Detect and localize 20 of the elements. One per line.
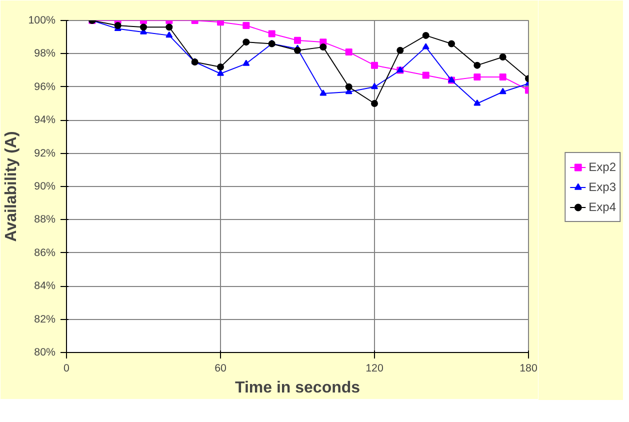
y-tick-label: 82% — [34, 313, 56, 326]
y-tick-label: 98% — [34, 48, 56, 60]
legend-label: Exp4 — [588, 200, 616, 214]
x-tick-label: 60 — [214, 362, 226, 374]
y-tick-label: 90% — [34, 180, 56, 192]
y-tick-label: 88% — [34, 214, 56, 226]
y-tick-label: 100% — [28, 14, 56, 26]
y-tick-label: 94% — [34, 114, 56, 126]
y-axis-title: Availability (A) — [3, 131, 20, 242]
x-tick-label: 180 — [520, 362, 538, 374]
x-axis-title: Time in seconds — [234, 380, 360, 396]
x-tick-label: 0 — [64, 362, 70, 374]
y-tick-label: 84% — [34, 280, 56, 292]
legend-label: Exp2 — [588, 160, 616, 174]
legend-label: Exp3 — [588, 180, 616, 194]
x-tick-label: 120 — [366, 362, 384, 374]
y-tick-label: 96% — [34, 80, 56, 93]
y-tick-label: 86% — [34, 246, 56, 259]
y-tick-label: 92% — [34, 147, 56, 160]
y-tick-label: 80% — [34, 346, 56, 358]
